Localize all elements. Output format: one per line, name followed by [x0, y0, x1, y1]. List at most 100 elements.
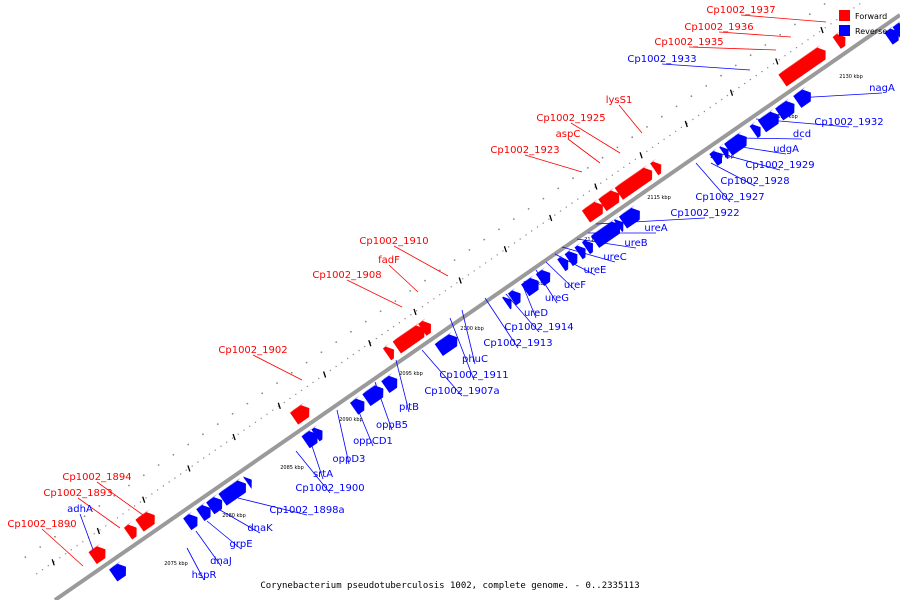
scale-mark	[142, 496, 146, 503]
guide-dot	[439, 294, 441, 296]
reverse-gene-arrow	[613, 219, 624, 233]
leader-line	[695, 162, 731, 203]
guide-dot	[424, 279, 426, 282]
gene-label: pitB	[399, 402, 419, 413]
gene-arrow-face	[218, 477, 241, 494]
leader-line	[206, 520, 242, 550]
gene-arrow-face	[350, 395, 359, 403]
tick-label: 2080 kbp	[222, 513, 246, 519]
forward-gene-arrow	[598, 190, 620, 212]
guide-dot	[790, 51, 792, 53]
guide-dot	[162, 485, 165, 487]
guide-dot	[394, 300, 397, 302]
reverse-gene-arrow	[749, 124, 761, 139]
guide-dot	[479, 266, 481, 268]
forward-gene-arrow	[614, 167, 653, 200]
gene-label: hspR	[192, 570, 217, 581]
leader-line	[252, 354, 303, 381]
guide-dot	[133, 505, 136, 507]
guide-dot	[329, 369, 331, 372]
guide-dot	[628, 162, 631, 164]
guide-dot	[709, 106, 711, 109]
guide-dot	[226, 441, 228, 443]
leader-line	[449, 317, 475, 381]
guide-dot	[502, 250, 504, 252]
guide-dot	[577, 198, 579, 200]
guide-dot	[660, 115, 663, 118]
leader-line	[570, 122, 621, 154]
gene-arrow-face	[892, 21, 900, 28]
guide-dot	[346, 357, 349, 360]
gene-arrow-face	[614, 216, 618, 221]
guide-dot	[151, 493, 153, 495]
reverse-gene-arrow	[242, 476, 252, 490]
legend: Forward Reverse	[839, 10, 887, 36]
scale-mark	[51, 559, 55, 566]
guide-dot	[675, 105, 678, 108]
reverse-gene-arrow	[183, 514, 198, 531]
gene-labels: Cp1002_1890 Cp1002_1893 Cp1002_1894 Cp1002_…	[7, 5, 895, 581]
leader-line	[524, 154, 583, 173]
guide-dot	[202, 433, 204, 436]
leader-line	[618, 104, 643, 134]
guide-dot	[387, 329, 389, 332]
leader-line	[219, 509, 261, 534]
leader-line	[576, 238, 637, 249]
guide-dot	[542, 222, 544, 224]
guide-dot	[715, 102, 717, 105]
guide-dot	[421, 306, 424, 308]
guide-dot	[690, 95, 693, 98]
gene-arrow-face	[196, 502, 206, 510]
guide-dot	[197, 461, 199, 463]
leader-line	[688, 46, 777, 51]
guide-dot	[98, 505, 101, 507]
leader-line	[393, 245, 449, 277]
gene-arrow-face	[564, 248, 572, 255]
guide-dot	[605, 178, 608, 180]
guide-dot	[47, 565, 49, 567]
guide-dot	[404, 318, 406, 320]
guide-dot	[508, 246, 510, 248]
gene-label: ureD	[524, 308, 548, 319]
gene-arrow-face	[758, 109, 774, 121]
scale-mark	[96, 527, 101, 535]
guide-dot	[554, 214, 556, 216]
guide-dot	[122, 513, 124, 515]
guide-dot	[705, 85, 708, 87]
guide-dot	[76, 545, 78, 547]
reverse-gene-arrow	[507, 290, 521, 306]
guide-dot	[172, 453, 175, 456]
guide-dot	[208, 453, 211, 455]
leader-line	[295, 450, 331, 494]
leader-line	[186, 547, 205, 581]
gene-arrow-face	[884, 25, 894, 33]
guide-dot	[128, 484, 130, 487]
guide-dot	[266, 413, 268, 415]
guide-dot	[450, 286, 452, 288]
tick-label: 2090 kbp	[339, 417, 363, 423]
leader-line	[41, 528, 84, 567]
guide-dot	[483, 238, 486, 241]
gene-label: ureA	[644, 223, 667, 234]
guide-dot	[651, 146, 654, 149]
gene-label: nagA	[869, 83, 895, 94]
guide-dot	[260, 417, 262, 419]
reverse-gene-arrow	[793, 89, 811, 108]
guide-dot	[243, 429, 245, 431]
guide-dot	[237, 433, 239, 435]
forward-gene-arrow	[581, 201, 603, 223]
leader-line	[421, 349, 463, 397]
guide-dot	[807, 39, 809, 41]
gene-label: oppB5	[376, 420, 408, 431]
gene-label: Cp1002_1908	[312, 270, 381, 281]
gene-arrow-face	[435, 331, 452, 345]
guide-dot	[611, 174, 613, 176]
guide-dot	[586, 167, 589, 169]
guide-dot	[634, 158, 636, 160]
guide-dot	[734, 64, 737, 67]
gene-label: Cp1002_1928	[720, 176, 789, 187]
legend-reverse-swatch	[839, 25, 850, 36]
tick-label: 2130 kbp	[839, 74, 863, 80]
gene-label: Cp1002_1929	[745, 160, 814, 171]
guide-dot	[663, 138, 665, 141]
